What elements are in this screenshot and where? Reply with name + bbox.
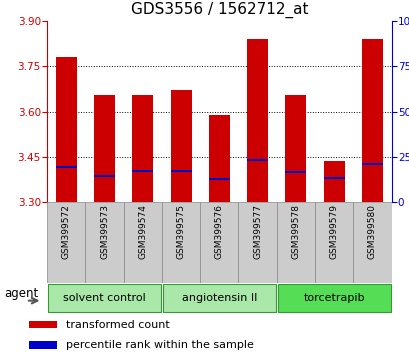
Text: GSM399572: GSM399572 [62, 204, 71, 259]
Text: GSM399577: GSM399577 [252, 204, 261, 259]
Bar [94, 175, 115, 177]
Bar [200, 202, 238, 283]
Text: agent: agent [4, 287, 38, 300]
Text: GSM399580: GSM399580 [367, 204, 376, 259]
Bar [162, 284, 275, 312]
Bar [56, 166, 76, 168]
Bar [170, 90, 191, 202]
Bar [56, 57, 76, 202]
Bar [208, 178, 229, 180]
Bar [85, 202, 124, 283]
Bar [48, 284, 161, 312]
Text: GSM399578: GSM399578 [291, 204, 300, 259]
Text: torcetrapib: torcetrapib [303, 293, 364, 303]
Bar [285, 171, 306, 173]
Bar [170, 170, 191, 172]
Text: GSM399579: GSM399579 [329, 204, 338, 259]
Text: solvent control: solvent control [63, 293, 146, 303]
Text: GSM399575: GSM399575 [176, 204, 185, 259]
Bar [208, 114, 229, 202]
Text: percentile rank within the sample: percentile rank within the sample [65, 340, 253, 350]
Bar [323, 161, 344, 202]
Bar [124, 202, 162, 283]
Bar [247, 39, 267, 202]
Text: GSM399576: GSM399576 [214, 204, 223, 259]
Text: angiotensin II: angiotensin II [181, 293, 256, 303]
Bar [132, 95, 153, 202]
Bar [314, 202, 353, 283]
Bar [162, 202, 200, 283]
Bar [285, 95, 306, 202]
Bar [361, 39, 382, 202]
Bar [323, 177, 344, 179]
Bar [353, 202, 391, 283]
Bar [276, 202, 314, 283]
Bar [277, 284, 390, 312]
Title: GDS3556 / 1562712_at: GDS3556 / 1562712_at [130, 2, 307, 18]
Bar [247, 159, 267, 161]
Bar [238, 202, 276, 283]
Text: transformed count: transformed count [65, 320, 169, 330]
Bar [29, 321, 56, 329]
Bar [47, 202, 85, 283]
Bar [361, 163, 382, 165]
Bar [132, 170, 153, 172]
Bar [29, 341, 56, 349]
Text: GSM399573: GSM399573 [100, 204, 109, 259]
Text: GSM399574: GSM399574 [138, 204, 147, 259]
Bar [94, 95, 115, 202]
